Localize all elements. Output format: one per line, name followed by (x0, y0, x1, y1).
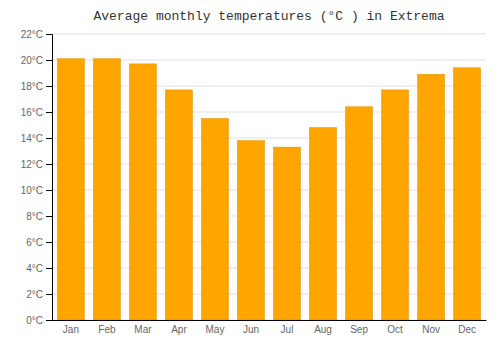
y-axis: 0°C 2°C 4°C 6°C 8°C 10°C 12°C 14°C 16°C 18°C 20°C 2… (21, 29, 53, 326)
tick-label: 18°C (21, 81, 43, 92)
tick: Jul (281, 324, 294, 335)
tick: Jun (243, 324, 259, 335)
grid-line (52, 34, 486, 35)
tick: 8°C (26, 211, 52, 222)
tick: 16°C (21, 107, 52, 118)
axis-line (46, 35, 53, 321)
bar (201, 119, 228, 321)
tick: Feb (98, 324, 116, 335)
tick: May (206, 324, 225, 335)
axis-line (53, 320, 487, 321)
tick: Nov (422, 324, 440, 335)
tick-label: 0°C (26, 315, 43, 326)
tick: 0°C (26, 315, 52, 326)
tick-label: Jul (281, 324, 294, 335)
tick-mark (46, 164, 52, 165)
tick-label: May (206, 324, 225, 335)
tick: 4°C (26, 263, 52, 274)
tick-label: Sep (350, 324, 368, 335)
tick: Sep (350, 324, 368, 335)
tick-label: Mar (134, 324, 152, 335)
tick: Jan (63, 324, 79, 335)
tick: 2°C (26, 289, 52, 300)
tick-mark (46, 268, 52, 269)
tick-label: Dec (458, 324, 476, 335)
bar (237, 141, 264, 320)
tick-label: 14°C (21, 133, 43, 144)
bar (57, 59, 84, 320)
tick: Apr (171, 324, 187, 335)
bar (418, 74, 445, 320)
tick: Aug (314, 324, 332, 335)
tick: 10°C (21, 185, 52, 196)
tick-mark (46, 60, 52, 61)
tick-label: 16°C (21, 107, 43, 118)
tick-label: 8°C (26, 211, 43, 222)
tick-label: Oct (387, 324, 403, 335)
tick: Oct (387, 324, 403, 335)
bar (454, 68, 481, 320)
tick: Dec (458, 324, 476, 335)
tick-label: Nov (422, 324, 440, 335)
tick-mark (46, 242, 52, 243)
bar (165, 90, 192, 320)
chart: 0°C 2°C 4°C 6°C 8°C 10°C 12°C 14°C 16°C 18°C 20°C 2… (0, 0, 500, 350)
bars (57, 59, 480, 320)
bar (346, 107, 373, 320)
tick-mark (46, 190, 52, 191)
tick: 20°C (21, 55, 52, 66)
tick-label: 12°C (21, 159, 43, 170)
tick-mark (46, 216, 52, 217)
grid (52, 34, 486, 320)
tick-mark (46, 34, 52, 35)
tick: 12°C (21, 159, 52, 170)
bar (274, 147, 301, 320)
tick-label: Jan (63, 324, 79, 335)
tick-label: 22°C (21, 29, 43, 40)
tick-label: 20°C (21, 55, 43, 66)
tick-label: Aug (314, 324, 332, 335)
tick-label: Apr (171, 324, 187, 335)
tick: Mar (134, 324, 152, 335)
tick: 18°C (21, 81, 52, 92)
tick: 22°C (21, 29, 52, 40)
tick-label: 2°C (26, 289, 43, 300)
tick-label: Feb (98, 324, 116, 335)
bar (129, 64, 156, 320)
x-axis: Jan Feb Mar Apr May Jun Jul Aug Sep Oct Nov Dec (53, 321, 487, 336)
tick-label: Jun (243, 324, 259, 335)
tick-mark (46, 86, 52, 87)
bar (382, 90, 409, 320)
tick-label: 6°C (26, 237, 43, 248)
tick: 14°C (21, 133, 52, 144)
tick-mark (46, 112, 52, 113)
tick-label: 10°C (21, 185, 43, 196)
tick-mark (46, 138, 52, 139)
bar (310, 128, 337, 320)
tick-label: 4°C (26, 263, 43, 274)
plot: 0°C 2°C 4°C 6°C 8°C 10°C 12°C 14°C 16°C 18°C 20°C 2… (21, 29, 487, 335)
tick-mark (46, 320, 52, 321)
bar (93, 59, 120, 320)
tick-mark (46, 294, 52, 295)
tick: 6°C (26, 237, 52, 248)
title: Average monthly temperatures (°C ) in Ex… (93, 9, 444, 24)
